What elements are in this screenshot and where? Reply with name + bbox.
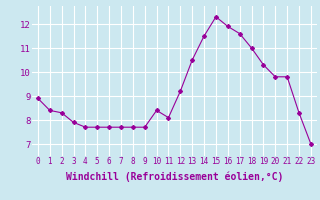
X-axis label: Windchill (Refroidissement éolien,°C): Windchill (Refroidissement éolien,°C)	[66, 172, 283, 182]
